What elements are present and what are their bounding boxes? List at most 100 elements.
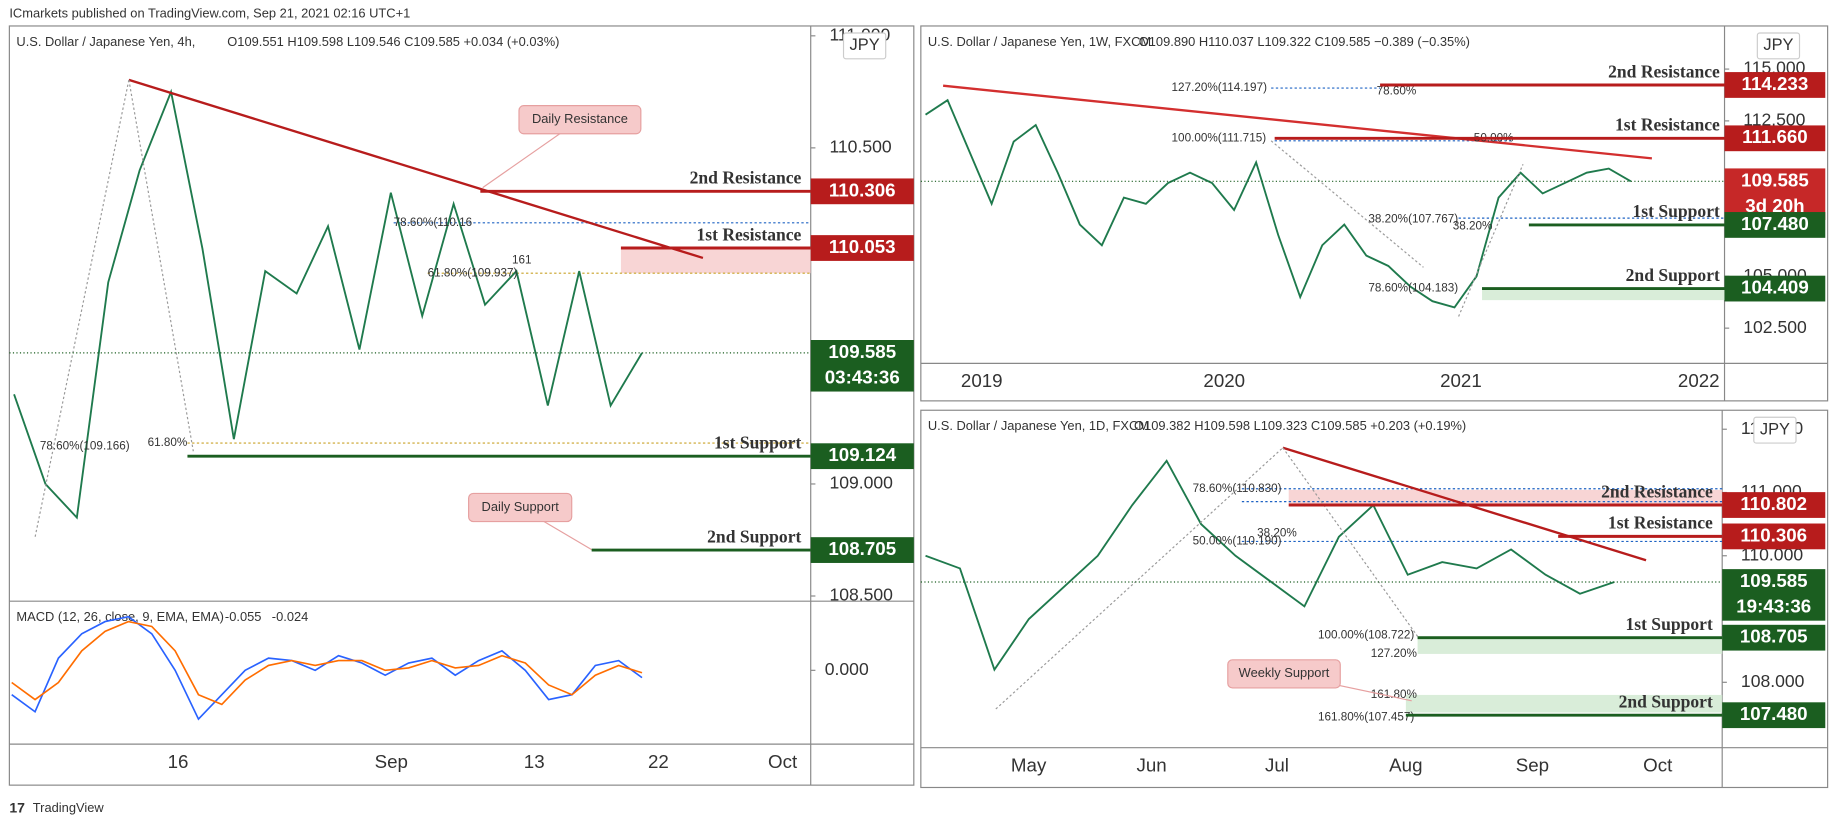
y-tick-label: 0.000 (825, 659, 869, 679)
level-price-box (1722, 624, 1826, 651)
y-tick-label: 112.500 (1743, 110, 1805, 130)
current-price: 109.585 (1741, 169, 1809, 190)
x-tick-label: 13 (524, 751, 545, 772)
current-price: 109.585 (1740, 570, 1808, 591)
chart-panel (920, 409, 1829, 789)
chart-title: U.S. Dollar / Japanese Yen, 1D, FXCM (928, 418, 1149, 433)
current-price-box (1724, 168, 1826, 220)
y-tick-label: 108.500 (829, 585, 893, 605)
level-name: 2nd Resistance (1601, 481, 1713, 501)
x-tick-label: Oct (1643, 754, 1673, 775)
level-price: 108.705 (1740, 626, 1808, 647)
x-tick-label: 2020 (1203, 370, 1245, 391)
level-price: 110.802 (1740, 493, 1807, 514)
fib-label: 127.20% (1371, 647, 1417, 660)
fib-label: 78.60%(109.166) (40, 440, 130, 453)
x-tick-label: 16 (168, 751, 189, 772)
currency-box (1756, 32, 1801, 60)
level-name: 1st Resistance (1608, 513, 1713, 533)
fib-label: 50.00%(110.190) (1193, 535, 1282, 548)
level-price-box (810, 537, 914, 563)
x-tick-label: 2019 (961, 370, 1003, 391)
level-name: 2nd Support (1619, 692, 1713, 712)
fib-label: 161.80%(107.457) (1318, 710, 1414, 723)
fib-label: 38.20%(107.767) (1368, 212, 1458, 225)
fib-label: 38.20% (1257, 526, 1297, 539)
level-price: 110.053 (829, 236, 896, 257)
footer-logo: 17 TradingView (9, 799, 104, 815)
x-tick-label: Jun (1137, 754, 1167, 775)
x-tick-label: 2021 (1440, 370, 1482, 391)
y-tick-label: 110.500 (829, 137, 891, 157)
zone (1405, 694, 1723, 713)
x-tick-label: 22 (648, 751, 669, 772)
x-tick-label: May (1011, 754, 1047, 775)
level-price: 111.660 (1742, 126, 1808, 147)
y-tick-label: 110.000 (1741, 544, 1803, 564)
chart-title: U.S. Dollar / Japanese Yen, 1W, FXCM (928, 34, 1151, 49)
fib-label: 78.60% (1377, 85, 1417, 98)
trend-line (128, 79, 194, 452)
y-tick-label: 102.500 (1743, 317, 1807, 337)
current-price-box (810, 340, 914, 392)
x-tick-label: Oct (768, 751, 798, 772)
callout-box (1227, 659, 1341, 689)
x-tick-label: Jul (1265, 754, 1289, 775)
trend-line (942, 84, 1653, 160)
level-price-box (810, 443, 914, 470)
level-name: 2nd Support (707, 526, 801, 546)
logo-mark: 17 (9, 799, 25, 815)
macd-value: -0.055 (225, 609, 262, 624)
level-name: 1st Support (1625, 614, 1713, 634)
fib-label: 61.80% (148, 436, 188, 449)
level-price-box (1722, 492, 1826, 518)
x-tick-label: Sep (375, 751, 408, 772)
level-price: 110.306 (1740, 524, 1807, 545)
level-price-box (1724, 275, 1826, 302)
fib-label: 161.80% (1371, 688, 1417, 701)
current-price-box (1722, 569, 1826, 621)
ohlc-legend: O109.890 H110.037 L109.322 C109.585 −0.3… (1139, 34, 1470, 49)
ohlc-legend: O109.382 H109.598 L109.323 C109.585 +0.2… (1134, 418, 1466, 433)
countdown: 3d 20h (1745, 195, 1804, 216)
chart-title: U.S. Dollar / Japanese Yen, 4h, (16, 34, 195, 49)
level-name: 1st Support (714, 432, 802, 452)
price-line (13, 88, 643, 520)
level-price-box (1722, 702, 1826, 729)
macd-line (11, 620, 643, 706)
level-price: 110.306 (829, 179, 896, 200)
x-tick-label: Aug (1389, 754, 1422, 775)
level-name: 1st Resistance (696, 224, 801, 244)
fib-label: 38.20% (1453, 219, 1493, 232)
level-price: 104.409 (1741, 277, 1809, 298)
callout-box (518, 105, 642, 135)
trend-line (1270, 140, 1424, 268)
trend-line (995, 447, 1284, 710)
currency: JPY (1763, 36, 1793, 54)
level-price: 107.480 (1740, 703, 1808, 724)
y-tick-label: 109.000 (829, 473, 893, 493)
y-tick-label: 108.000 (1741, 671, 1805, 691)
signal-value: -0.024 (272, 609, 309, 624)
currency: JPY (1760, 420, 1790, 438)
current-price: 109.585 (828, 341, 896, 362)
x-tick-label: 2022 (1678, 370, 1720, 391)
chart-panel (8, 25, 915, 786)
fib-label: 100.00%(111.715) (1172, 132, 1267, 145)
fib-label: 127.20%(114.197) (1172, 81, 1268, 94)
zone (620, 247, 811, 274)
level-price-box (810, 235, 914, 261)
level-name: 1st Support (1632, 201, 1720, 221)
level-price: 114.233 (1742, 73, 1809, 94)
footer: TradingView (33, 800, 105, 815)
level-price-box (1724, 72, 1826, 98)
countdown: 19:43:36 (1736, 596, 1811, 617)
fib-label: 161 (512, 253, 532, 266)
currency-box (1753, 416, 1797, 444)
x-tick-label: Sep (1516, 754, 1549, 775)
level-name: 1st Resistance (1615, 115, 1720, 135)
zone (1417, 636, 1723, 654)
level-name: 2nd Support (1626, 265, 1720, 285)
